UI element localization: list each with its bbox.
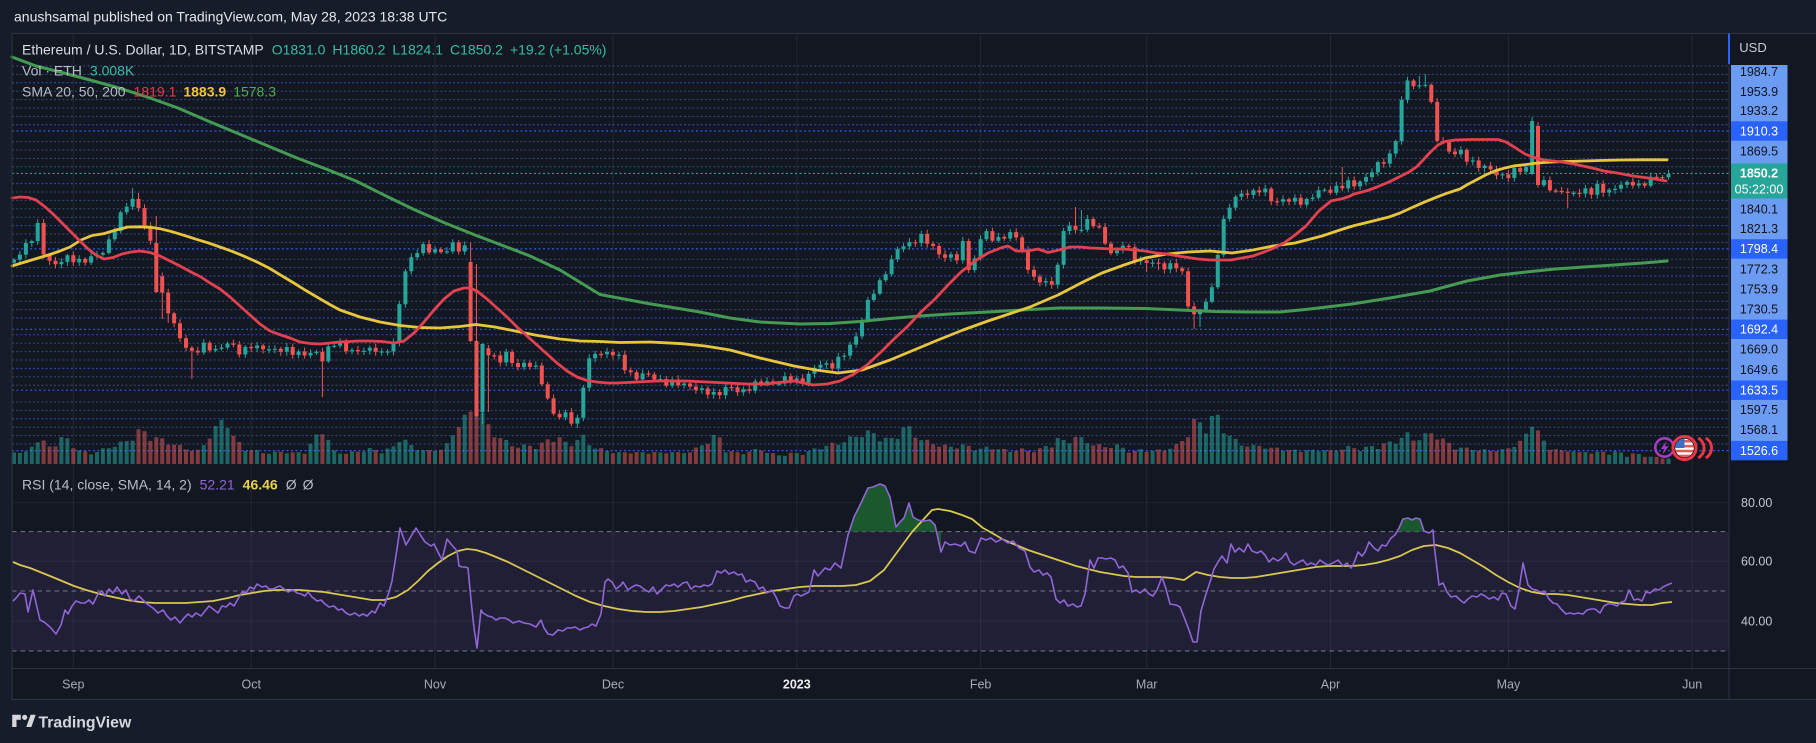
svg-text:1910.3: 1910.3 bbox=[1740, 124, 1778, 138]
svg-text:Nov: Nov bbox=[424, 678, 447, 692]
svg-text:1821.3: 1821.3 bbox=[1740, 222, 1778, 236]
svg-text:2023: 2023 bbox=[783, 678, 811, 692]
svg-text:1633.5: 1633.5 bbox=[1740, 384, 1778, 398]
svg-text:05:22:00: 05:22:00 bbox=[1735, 182, 1784, 196]
svg-text:May: May bbox=[1497, 678, 1521, 692]
svg-text:1568.1: 1568.1 bbox=[1740, 423, 1778, 437]
svg-text:80.00: 80.00 bbox=[1741, 496, 1772, 510]
svg-text:1869.5: 1869.5 bbox=[1740, 144, 1778, 158]
svg-text:anushsamal published on Tradin: anushsamal published on TradingView.com,… bbox=[14, 9, 447, 25]
svg-text:1730.5: 1730.5 bbox=[1740, 303, 1778, 317]
svg-text:1753.9: 1753.9 bbox=[1740, 282, 1778, 296]
svg-text:1669.0: 1669.0 bbox=[1740, 343, 1778, 357]
svg-text:1984.7: 1984.7 bbox=[1740, 65, 1778, 79]
svg-text:1850.2: 1850.2 bbox=[1740, 167, 1778, 181]
svg-text:Oct: Oct bbox=[241, 678, 261, 692]
svg-text:60.00: 60.00 bbox=[1741, 555, 1772, 569]
svg-text:RSI (14, close, SMA, 14, 2)52.: RSI (14, close, SMA, 14, 2) 52.21 46.46 Ø Ø bbox=[22, 477, 314, 493]
svg-text:1953.9: 1953.9 bbox=[1740, 85, 1778, 99]
svg-text:Dec: Dec bbox=[602, 678, 624, 692]
svg-text:Jun: Jun bbox=[1682, 678, 1702, 692]
svg-text:1692.4: 1692.4 bbox=[1740, 323, 1778, 337]
svg-text:USD: USD bbox=[1739, 40, 1766, 55]
svg-text:Mar: Mar bbox=[1136, 678, 1158, 692]
svg-text:40.00: 40.00 bbox=[1741, 614, 1772, 628]
svg-text:1772.3: 1772.3 bbox=[1740, 262, 1778, 276]
svg-text:Sep: Sep bbox=[62, 678, 84, 692]
svg-text:1840.1: 1840.1 bbox=[1740, 203, 1778, 217]
svg-text:TradingView: TradingView bbox=[39, 715, 132, 732]
svg-text:1649.6: 1649.6 bbox=[1740, 363, 1778, 377]
svg-text:1933.2: 1933.2 bbox=[1740, 104, 1778, 118]
svg-text:1597.5: 1597.5 bbox=[1740, 403, 1778, 417]
svg-text:1526.6: 1526.6 bbox=[1740, 444, 1778, 458]
svg-text:Ethereum / U.S. Dollar, 1D, BI: Ethereum / U.S. Dollar, 1D, BITSTAMP O183… bbox=[22, 42, 606, 58]
svg-text:1798.4: 1798.4 bbox=[1740, 242, 1778, 256]
svg-text:Apr: Apr bbox=[1321, 678, 1340, 692]
svg-text:Feb: Feb bbox=[970, 678, 992, 692]
